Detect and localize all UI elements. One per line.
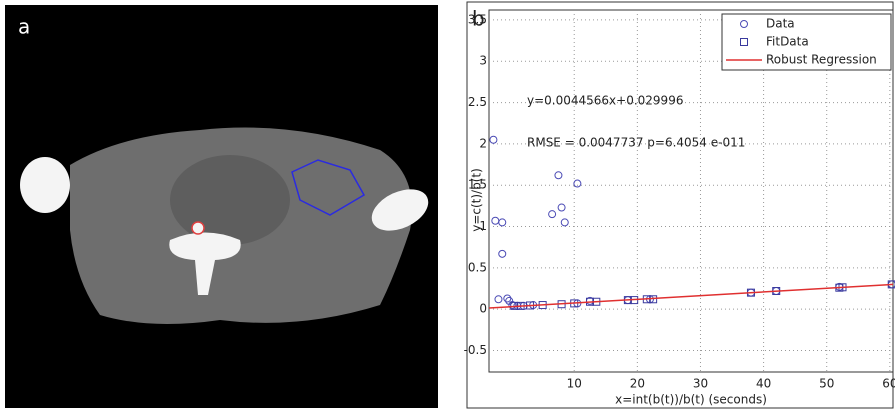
y-tick-label: 3.5	[468, 12, 487, 26]
chart-frame	[466, 1, 894, 409]
y-tick-label: 0	[479, 302, 487, 316]
x-tick-label: 60	[882, 377, 895, 391]
annotation: RMSE = 0.0047737 p=6.4054 e-011	[527, 136, 745, 150]
y-tick-label: 2.5	[468, 95, 487, 109]
y-axis-label: y=c(t)/b(t)	[470, 168, 484, 232]
panel-label: a	[18, 15, 30, 39]
y-tick-label: 0.5	[468, 260, 487, 274]
regression-line	[488, 283, 894, 309]
data-point	[508, 301, 517, 310]
x-tick-label: 30	[693, 377, 708, 391]
annotation: y=0.0044566x+0.029996	[527, 94, 683, 108]
legend-label: Data	[766, 17, 795, 31]
data-point	[489, 135, 498, 144]
x-tick-label: 50	[819, 377, 834, 391]
x-tick-label: 10	[567, 377, 582, 391]
data-point	[498, 218, 507, 227]
x-tick-label: 40	[756, 377, 771, 391]
data-point	[503, 294, 512, 303]
data-point	[557, 203, 566, 212]
legend-swatch	[740, 38, 748, 46]
ct-bone-right	[371, 189, 429, 231]
data-point	[560, 218, 569, 227]
data-point	[494, 295, 503, 304]
ct-bone-left	[20, 157, 70, 213]
panel-label: b	[472, 7, 485, 31]
ct-roi	[291, 159, 366, 216]
data-point	[498, 249, 507, 258]
y-tick-label: 1	[479, 219, 487, 233]
y-tick-label: 1.5	[468, 178, 487, 192]
y-tick-label: 3	[479, 54, 487, 68]
ct-organ	[170, 155, 290, 245]
x-axis-label: x=int(b(t))/b(t) (seconds)	[615, 393, 767, 407]
data-point	[554, 171, 563, 180]
plot-area	[488, 9, 894, 373]
data-point	[573, 179, 582, 188]
y-tick-label: 2	[479, 136, 487, 150]
legend-swatch	[740, 20, 748, 28]
data-point	[548, 210, 557, 219]
legend-label: FitData	[766, 35, 809, 49]
ct-spine	[169, 232, 241, 295]
ct-panel: a	[5, 5, 438, 408]
x-tick-label: 20	[630, 377, 645, 391]
y-tick-label: -0.5	[464, 343, 487, 357]
legend-label: Robust Regression	[766, 53, 877, 67]
ct-marker	[191, 221, 205, 235]
